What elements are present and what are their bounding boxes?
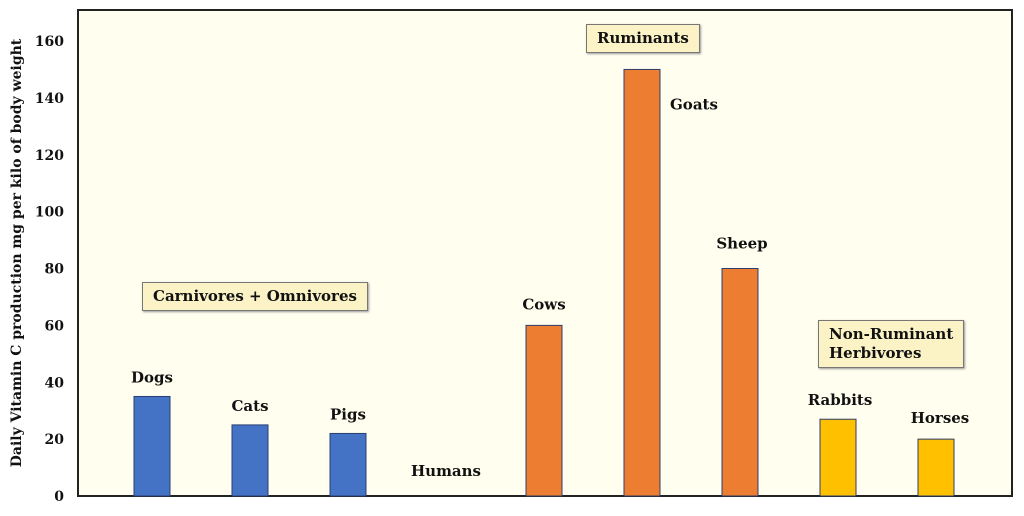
y-axis-label: Daily Vitamin C production mg per kilo o… — [9, 38, 25, 467]
category-label-humans: Humans — [411, 462, 481, 480]
bar-pigs — [329, 432, 367, 497]
annotation-ruminants: Ruminants — [586, 24, 700, 53]
category-label-cows: Cows — [522, 295, 565, 313]
annotation-line: Non-Ruminant — [829, 325, 954, 343]
category-label-dogs: Dogs — [131, 368, 173, 386]
category-label-goats: Goats — [670, 95, 718, 113]
category-label-pigs: Pigs — [330, 405, 366, 423]
annotation-line: Herbivores — [829, 344, 922, 362]
y-tick-label: 160 — [35, 34, 64, 50]
y-tick-label: 100 — [35, 205, 64, 221]
annotation-non-ruminant-herbivores: Non-Ruminant Herbivores — [818, 320, 965, 368]
bar-horses — [917, 438, 955, 497]
bar-goats — [623, 68, 661, 497]
y-tick-label: 40 — [45, 375, 65, 391]
bar-cows — [525, 324, 563, 497]
bar-rabbits — [819, 418, 857, 497]
annotation-carnivores-omnivores: Carnivores + Omnivores — [142, 282, 368, 311]
category-label-cats: Cats — [231, 397, 268, 415]
y-tick-label: 20 — [45, 432, 65, 448]
y-tick-label: 120 — [35, 148, 64, 164]
category-label-rabbits: Rabbits — [808, 391, 873, 409]
category-label-horses: Horses — [911, 409, 970, 427]
y-tick-label: 60 — [45, 318, 65, 334]
bar-cats — [231, 424, 269, 497]
bar-sheep — [721, 268, 759, 497]
category-label-sheep: Sheep — [716, 235, 767, 253]
bar-dogs — [133, 395, 171, 497]
y-tick-label: 80 — [45, 262, 65, 278]
y-tick-label: 0 — [54, 489, 64, 505]
y-tick-label: 140 — [35, 91, 64, 107]
